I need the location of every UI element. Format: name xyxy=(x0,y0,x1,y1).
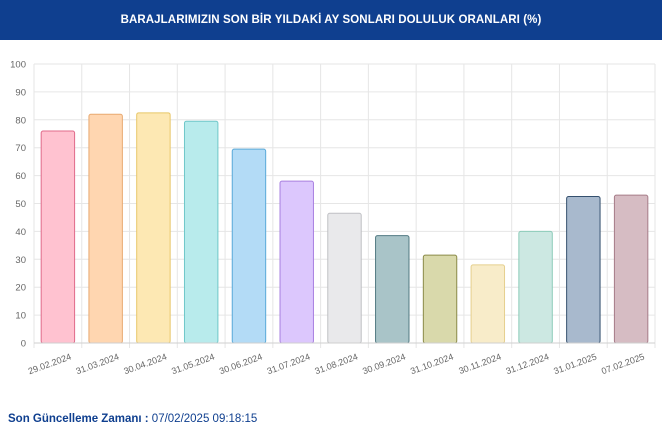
x-tick-label: 30.09.2024 xyxy=(361,351,407,376)
x-tick-label: 31.05.2024 xyxy=(170,351,216,376)
x-tick-label: 30.06.2024 xyxy=(218,351,264,376)
chart-header: BARAJLARIMIZIN SON BİR YILDAKİ AY SONLAR… xyxy=(0,0,662,40)
x-tick-label: 29.02.2024 xyxy=(27,351,73,376)
y-tick-label: 30 xyxy=(15,255,26,266)
x-tick-label: 31.07.2024 xyxy=(266,351,312,376)
bar-31.07.2024 xyxy=(279,180,314,344)
x-tick-label: 07.02.2025 xyxy=(600,351,646,376)
bar-chart-svg: 0 10 20 30 40 50 60 70 80 90 100 29.02.2024 31.03.20… xyxy=(10,60,656,376)
bar-29.02.2024 xyxy=(40,130,76,344)
y-tick-label: 80 xyxy=(15,115,26,126)
bar-31.10.2024 xyxy=(422,254,458,344)
bar-31.03.2024 xyxy=(88,113,123,344)
bar-31.01.2025 xyxy=(566,196,601,344)
last-update-label: Son Güncelleme Zamanı : xyxy=(8,413,149,425)
bar-30.06.2024 xyxy=(231,148,267,344)
y-tick-label: 60 xyxy=(15,171,26,182)
bar-31.08.2024 xyxy=(327,212,362,344)
x-tick-label: 31.12.2024 xyxy=(505,351,551,376)
x-tick-label: 31.01.2025 xyxy=(552,351,598,376)
y-tick-label: 100 xyxy=(10,60,26,71)
bar-07.02.2025 xyxy=(613,194,649,344)
last-update: Son Güncelleme Zamanı : 07/02/2025 09:18… xyxy=(8,413,257,425)
x-tick-label: 30.04.2024 xyxy=(122,351,168,376)
bar-chart: 0 10 20 30 40 50 60 70 80 90 100 29.02.2024 31.03.20… xyxy=(0,40,662,400)
x-tick-label: 31.03.2024 xyxy=(75,351,121,376)
y-tick-label: 10 xyxy=(15,311,26,322)
bar-30.04.2024 xyxy=(136,112,171,344)
last-update-value: 07/02/2025 09:18:15 xyxy=(151,413,258,425)
x-tick-label: 30.11.2024 xyxy=(457,351,502,376)
y-tick-label: 90 xyxy=(15,87,26,98)
y-tick-label: 40 xyxy=(15,227,26,238)
y-tick-label: 0 xyxy=(21,339,26,350)
x-tick-label: 31.10.2024 xyxy=(409,351,455,376)
y-tick-label: 70 xyxy=(15,143,26,154)
x-tick-label: 31.08.2024 xyxy=(313,351,359,376)
chart-title: BARAJLARIMIZIN SON BİR YILDAKİ AY SONLAR… xyxy=(120,14,542,26)
bar-30.11.2024 xyxy=(470,264,506,344)
bar-31.05.2024 xyxy=(183,120,219,344)
y-tick-label: 50 xyxy=(15,199,26,210)
bar-31.12.2024 xyxy=(518,230,553,344)
y-tick-label: 20 xyxy=(15,283,26,294)
bar-30.09.2024 xyxy=(375,235,410,344)
